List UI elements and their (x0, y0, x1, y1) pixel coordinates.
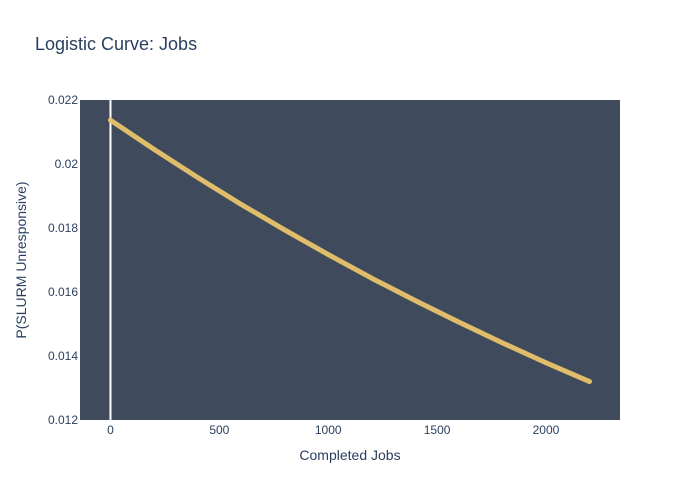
y-tick-label: 0.016 (48, 285, 78, 299)
x-axis-title: Completed Jobs (299, 447, 400, 463)
x-tick-label: 1500 (424, 423, 451, 437)
x-axis-ticks: 0 500 1000 1500 2000 (107, 423, 559, 437)
y-axis-title: P(SLURM Unresponsive) (13, 181, 29, 338)
x-tick-label: 500 (209, 423, 229, 437)
plot-layer (107, 100, 593, 420)
x-tick-label: 1000 (315, 423, 342, 437)
y-tick-label: 0.014 (48, 349, 78, 363)
series-line-0 (107, 117, 593, 385)
x-tick-label: 2000 (533, 423, 560, 437)
plot-area (80, 100, 620, 420)
x-tick-label: 0 (107, 423, 114, 437)
y-tick-label: 0.02 (55, 157, 79, 171)
y-axis-ticks: 0.012 0.014 0.016 0.018 0.02 0.022 (48, 93, 78, 427)
y-tick-label: 0.012 (48, 413, 78, 427)
y-tick-label: 0.018 (48, 221, 78, 235)
chart-title: Logistic Curve: Jobs (35, 34, 197, 54)
y-tick-label: 0.022 (48, 93, 78, 107)
